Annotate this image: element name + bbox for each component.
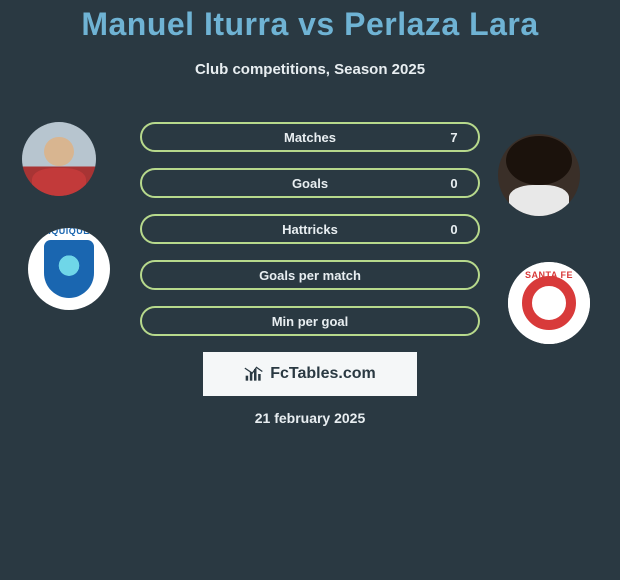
footer-date: 21 february 2025 [0,410,620,426]
club-left-badge: IQUIQUE [28,228,110,310]
stat-row-gpm: Goals per match [140,260,480,290]
stat-label: Hattricks [142,222,478,237]
stat-label: Goals per match [142,268,478,283]
brand-banner: FcTables.com [203,352,417,396]
bar-chart-icon [244,365,264,383]
player-right-avatar [498,134,580,216]
stat-row-mpg: Min per goal [140,306,480,336]
page-title: Manuel Iturra vs Perlaza Lara [0,0,620,43]
brand-text: FcTables.com [270,365,376,383]
stat-row-hattricks: Hattricks 0 [140,214,480,244]
club-right-label: SANTA FE [508,270,590,280]
stat-right-value: 0 [442,176,466,191]
subtitle: Club competitions, Season 2025 [0,61,620,78]
player-left-avatar [22,122,96,196]
stat-label: Goals [142,176,478,191]
club-right-badge: SANTA FE [508,262,590,344]
stat-row-matches: Matches 7 [140,122,480,152]
stat-right-value: 0 [442,222,466,237]
stats-panel: Matches 7 Goals 0 Hattricks 0 Goals per … [140,122,480,352]
stat-label: Min per goal [142,314,478,329]
stat-label: Matches [142,130,478,145]
stat-row-goals: Goals 0 [140,168,480,198]
club-left-label: IQUIQUE [35,228,104,236]
stat-right-value: 7 [442,130,466,145]
